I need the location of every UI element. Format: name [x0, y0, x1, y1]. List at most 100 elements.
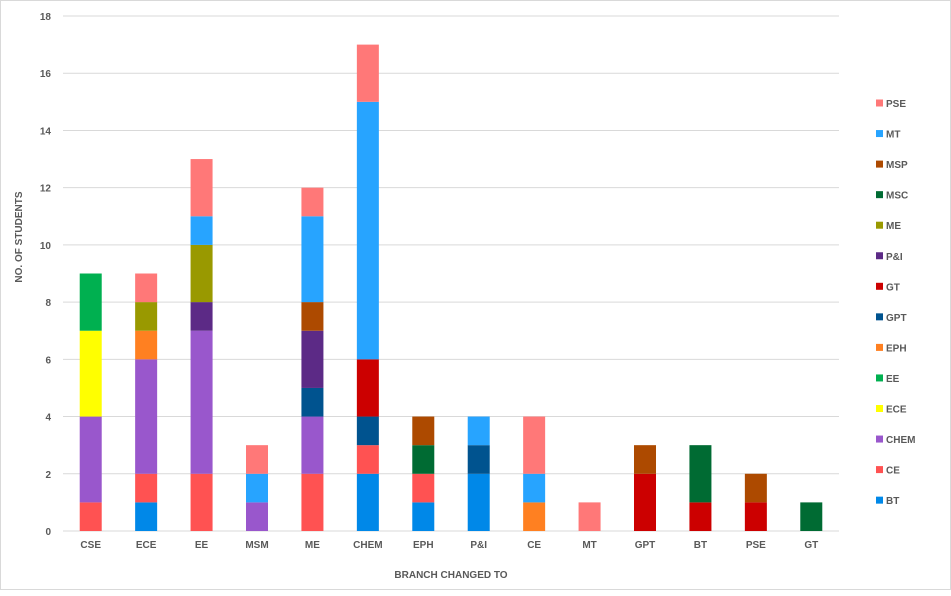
bar-segment-chem-gt: [356, 359, 379, 417]
bar-segment-pi-gpt: [467, 445, 490, 474]
legend-item: MSP: [876, 160, 908, 171]
bar-segment-cse-ce: [79, 502, 102, 531]
legend-swatch: [876, 496, 883, 504]
x-tick-label: GPT: [635, 540, 656, 551]
y-tick-label: 4: [45, 413, 51, 424]
legend-swatch: [876, 313, 883, 321]
legend-swatch: [876, 435, 883, 443]
legend-swatch: [876, 99, 883, 107]
bar-segment-gt-msc: [800, 502, 823, 531]
legend-swatch: [876, 405, 883, 412]
y-tick-label: 18: [40, 12, 52, 23]
x-tick-label: CSE: [80, 540, 101, 551]
legend-label: GT: [886, 282, 900, 293]
legend-swatch: [876, 221, 883, 229]
bar-segment-chem-mt: [356, 101, 379, 360]
bar-segment-pse-gt: [744, 502, 767, 531]
bar-segment-eph-ce: [412, 473, 435, 503]
bar-segment-me-mt: [301, 216, 324, 303]
legend-item: EE: [876, 374, 900, 385]
x-tick-label: CE: [527, 540, 541, 551]
legend-item: CHEM: [876, 435, 915, 446]
x-tick-label: CHEM: [353, 540, 382, 551]
bar-segment-ece-bt: [135, 502, 158, 531]
bar-segment-ece-ce: [135, 473, 158, 503]
bar-segment-eph-msp: [412, 416, 435, 446]
legend-label: EE: [886, 374, 900, 385]
bar-segment-me-msp: [301, 302, 324, 331]
legend-swatch: [876, 374, 883, 382]
legend-item: GPT: [876, 313, 907, 324]
legend-swatch: [876, 466, 883, 474]
legend-item: CE: [876, 466, 900, 477]
y-axis-label: NO. OF STUDENTS: [14, 191, 25, 282]
bar-segment-ece-eph: [135, 330, 158, 360]
legend-label: GPT: [886, 313, 907, 324]
bar-segment-ce-mt: [523, 473, 546, 503]
y-tick-label: 16: [40, 69, 52, 80]
legend-item: PSE: [876, 99, 906, 110]
x-tick-label: MSM: [245, 540, 268, 551]
legend-label: MSP: [886, 160, 908, 171]
bar-segment-me-pse: [301, 187, 324, 217]
legend-label: PSE: [886, 99, 906, 110]
bar-segment-ee-chem: [190, 330, 213, 474]
bar-segment-ece-chem: [135, 359, 158, 474]
y-tick-label: 14: [40, 126, 52, 137]
legend-label: MT: [886, 130, 900, 141]
bar-segment-msm-mt: [246, 473, 268, 503]
bar-segment-msm-pse: [246, 445, 268, 474]
y-tick-label: 10: [40, 241, 52, 252]
legend-item: MT: [876, 130, 900, 141]
y-tick-label: 0: [45, 527, 51, 538]
y-tick-label: 12: [40, 184, 52, 195]
legend-swatch: [876, 160, 883, 168]
bar-segment-ece-pse: [135, 273, 158, 303]
bar-segment-bt-msc: [689, 445, 712, 503]
legend-swatch: [876, 191, 883, 199]
bar-segment-me-ce: [301, 473, 324, 531]
legend-item: EPH: [876, 343, 907, 354]
bar-segment-me-gpt: [301, 387, 324, 417]
legend-item: P&I: [876, 252, 903, 263]
bar-segment-chem-bt: [356, 473, 379, 531]
legend-item: BT: [876, 496, 899, 507]
legend-item: ME: [876, 221, 901, 232]
legend-swatch: [876, 130, 883, 138]
bar-segment-chem-gpt: [356, 416, 379, 446]
bar-segment-ee-ce: [190, 473, 213, 531]
x-tick-label: MT: [582, 540, 596, 551]
x-tick-label: PSE: [746, 540, 766, 551]
bar-segment-ee-pse: [190, 159, 213, 217]
bar-segment-ee-me: [190, 244, 213, 303]
legend-label: P&I: [886, 252, 903, 263]
bar-segment-cse-chem: [79, 416, 102, 503]
legend-label: CE: [886, 466, 900, 477]
bar-segment-cse-ece: [79, 330, 102, 417]
bar-segment-ece-me: [135, 302, 158, 331]
legend-item: ECE: [876, 405, 907, 416]
x-tick-label: ECE: [136, 540, 157, 551]
bar-segment-pi-mt: [467, 416, 490, 446]
bar-segment-eph-msc: [412, 445, 435, 474]
legend-item: GT: [876, 282, 900, 293]
legend-swatch: [876, 252, 883, 260]
bar-segment-me-pi: [301, 330, 324, 388]
bar-segment-ee-mt: [190, 216, 213, 245]
legend-item: MSC: [876, 191, 908, 202]
legend-label: ECE: [886, 405, 907, 416]
bar-segment-cse-ee: [79, 273, 102, 331]
bar-segment-gpt-gt: [634, 473, 656, 531]
y-tick-label: 2: [45, 470, 51, 481]
legend-label: CHEM: [886, 435, 915, 446]
bar-segment-ce-eph: [523, 502, 546, 531]
bar-segment-eph-bt: [412, 502, 435, 531]
bar-segment-pse-msp: [744, 473, 767, 503]
legend-label: EPH: [886, 343, 907, 354]
legend-label: BT: [886, 496, 899, 507]
legend-swatch: [876, 343, 883, 351]
bar-segment-chem-pse: [356, 44, 379, 102]
bar-segment-mt-pse: [578, 502, 601, 531]
x-tick-label: GT: [804, 540, 818, 551]
